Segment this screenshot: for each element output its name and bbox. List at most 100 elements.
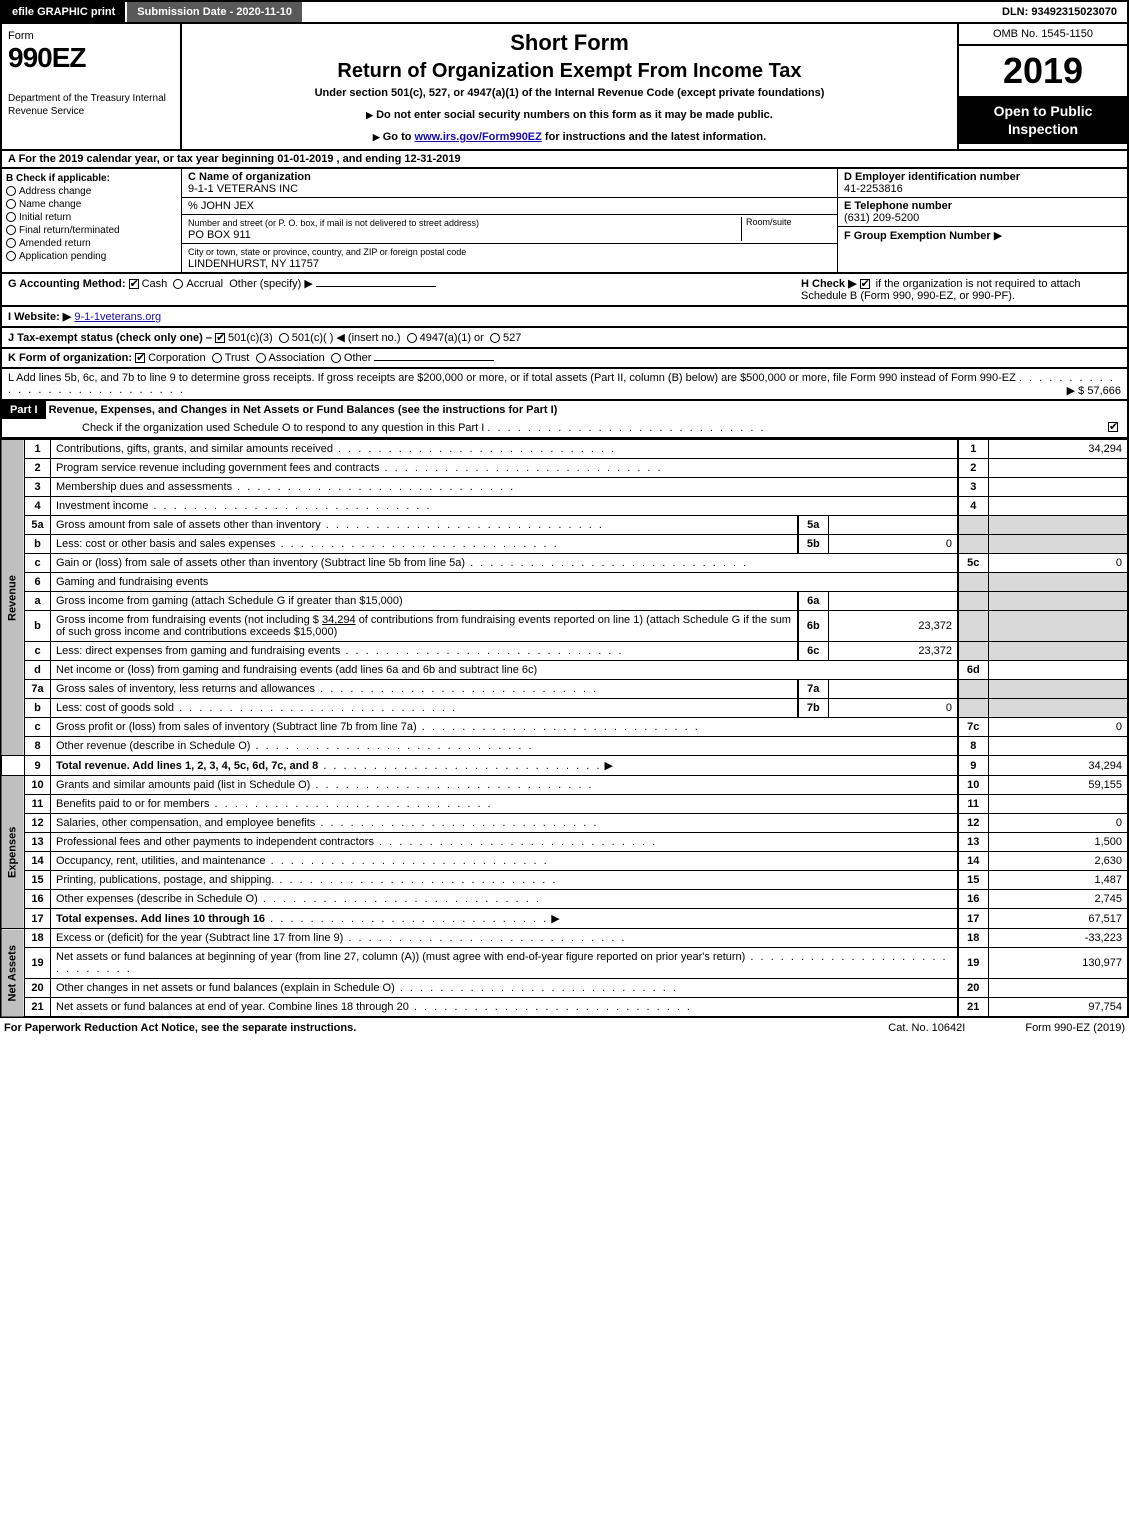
line-20-desc: Other changes in net assets or fund bala…: [56, 982, 395, 994]
line-2-val: [988, 459, 1128, 478]
final-return-radio[interactable]: [6, 225, 16, 235]
line-9-val: 34,294: [988, 756, 1128, 776]
line-21-desc: Net assets or fund balances at end of ye…: [56, 1001, 409, 1013]
501c-radio[interactable]: [279, 333, 289, 343]
corporation-label: Corporation: [148, 352, 205, 364]
line-16-val: 2,745: [988, 890, 1128, 909]
group-exemption-label: F Group Exemption Number: [844, 230, 991, 242]
ein: 41-2253816: [844, 183, 903, 195]
line-5c-desc: Gain or (loss) from sale of assets other…: [56, 557, 465, 569]
form-word: Form: [8, 30, 174, 42]
line-15-refnum: 15: [958, 871, 988, 890]
line-7c-desc: Gross profit or (loss) from sales of inv…: [56, 721, 417, 733]
line-11-val: [988, 795, 1128, 814]
line-5b-num: b: [25, 535, 51, 554]
part-1-check-text: Check if the organization used Schedule …: [82, 422, 484, 434]
section-b: B Check if applicable: Address change Na…: [2, 169, 182, 272]
open-to-public: Open to Public Inspection: [959, 96, 1127, 144]
line-6d-val: [988, 661, 1128, 680]
line-18-desc: Excess or (deficit) for the year (Subtra…: [56, 932, 343, 944]
line-5c-num: c: [25, 554, 51, 573]
line-7a-desc: Gross sales of inventory, less returns a…: [56, 683, 315, 695]
shade-cell: [958, 611, 988, 642]
line-6b-desc-1: Gross income from fundraising events (no…: [56, 614, 319, 626]
website-label: I Website: ▶: [8, 311, 71, 323]
line-7c-val: 0: [988, 718, 1128, 737]
line-9-num: 9: [25, 756, 51, 776]
501c3-check[interactable]: [215, 333, 225, 343]
application-pending-radio[interactable]: [6, 251, 16, 261]
group-arrow: ▶: [994, 230, 1002, 242]
shade-cell: [988, 611, 1128, 642]
form-ref: Form 990-EZ (2019): [1025, 1022, 1125, 1034]
irs-link[interactable]: www.irs.gov/Form990EZ: [415, 131, 542, 143]
line-7a-subval: [828, 680, 958, 699]
4947-radio[interactable]: [407, 333, 417, 343]
line-1-refnum: 1: [958, 440, 988, 459]
line-19-refnum: 19: [958, 948, 988, 979]
website-link[interactable]: 9-1-1veterans.org: [74, 311, 161, 323]
address-change-radio[interactable]: [6, 186, 16, 196]
501c-label: 501(c)( ) ◀ (insert no.): [292, 332, 401, 344]
line-13-val: 1,500: [988, 833, 1128, 852]
other-org-field[interactable]: [374, 360, 494, 361]
trust-label: Trust: [225, 352, 250, 364]
527-radio[interactable]: [490, 333, 500, 343]
h-label: H Check ▶: [801, 278, 857, 290]
line-7b-num: b: [25, 699, 51, 718]
efile-print-button[interactable]: efile GRAPHIC print: [2, 2, 127, 22]
shade-cell: [988, 573, 1128, 592]
line-19-desc: Net assets or fund balances at beginning…: [56, 951, 745, 963]
line-15-num: 15: [25, 871, 51, 890]
expenses-tab: Expenses: [1, 776, 25, 929]
line-5c-refnum: 5c: [958, 554, 988, 573]
shade-cell: [958, 573, 988, 592]
line-13-num: 13: [25, 833, 51, 852]
4947-label: 4947(a)(1) or: [420, 332, 484, 344]
row-g-h: G Accounting Method: Cash Accrual Other …: [0, 274, 1129, 307]
form-number: 990EZ: [8, 42, 174, 74]
cash-check[interactable]: [129, 279, 139, 289]
h-check[interactable]: [860, 279, 870, 289]
line-6-num: 6: [25, 573, 51, 592]
ein-label: D Employer identification number: [844, 171, 1020, 183]
shade-cell: [988, 592, 1128, 611]
shade-cell: [958, 680, 988, 699]
trust-radio[interactable]: [212, 353, 222, 363]
other-org-radio[interactable]: [331, 353, 341, 363]
line-6d-refnum: 6d: [958, 661, 988, 680]
association-radio[interactable]: [256, 353, 266, 363]
line-1-desc: Contributions, gifts, grants, and simila…: [56, 443, 333, 455]
line-20-val: [988, 979, 1128, 998]
part-1-title: Revenue, Expenses, and Changes in Net As…: [49, 404, 558, 416]
other-org-label: Other: [344, 352, 372, 364]
telephone-label: E Telephone number: [844, 200, 952, 212]
name-change-radio[interactable]: [6, 199, 16, 209]
submission-date-button[interactable]: Submission Date - 2020-11-10: [127, 2, 304, 22]
other-specify-field[interactable]: [316, 286, 436, 287]
line-10-val: 59,155: [988, 776, 1128, 795]
room-suite-label: Room/suite: [741, 217, 831, 241]
line-1-val: 34,294: [988, 440, 1128, 459]
corporation-check[interactable]: [135, 353, 145, 363]
part-1-schedule-o-check[interactable]: [1108, 422, 1118, 432]
line-12-val: 0: [988, 814, 1128, 833]
street-label: Number and street (or P. O. box, if mail…: [188, 218, 479, 228]
line-6d-desc: Net income or (loss) from gaming and fun…: [56, 664, 537, 676]
section-c: C Name of organization 9-1-1 VETERANS IN…: [182, 169, 837, 272]
short-form-title: Short Form: [188, 30, 951, 56]
line-2-desc: Program service revenue including govern…: [56, 462, 379, 474]
line-17-refnum: 17: [958, 909, 988, 929]
accrual-radio[interactable]: [173, 279, 183, 289]
catalog-number: Cat. No. 10642I: [888, 1022, 965, 1034]
shade-cell: [958, 699, 988, 718]
line-4-desc: Investment income: [56, 500, 148, 512]
org-name: 9-1-1 VETERANS INC: [188, 183, 298, 195]
line-5a-desc: Gross amount from sale of assets other t…: [56, 519, 321, 531]
net-assets-tab: Net Assets: [1, 929, 25, 1018]
line-2-num: 2: [25, 459, 51, 478]
line-21-val: 97,754: [988, 998, 1128, 1018]
initial-return-radio[interactable]: [6, 212, 16, 222]
amended-return-radio[interactable]: [6, 238, 16, 248]
shade-cell: [958, 535, 988, 554]
